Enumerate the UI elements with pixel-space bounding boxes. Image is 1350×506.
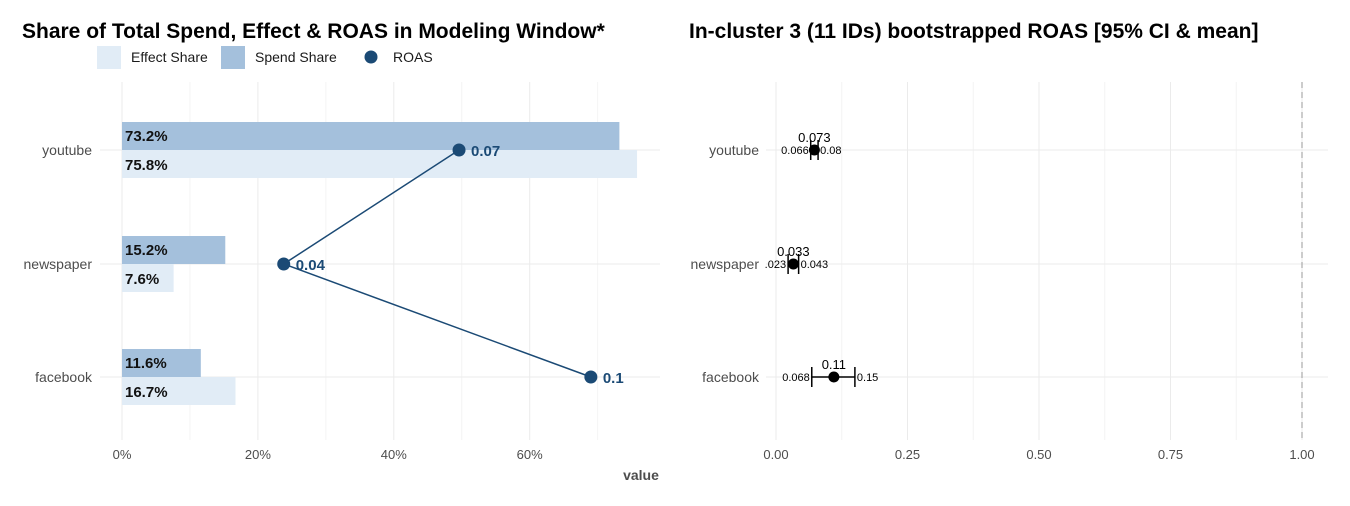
right-category-label: newspaper — [691, 256, 760, 272]
ci-low-label: 0.066 — [781, 145, 809, 157]
ci-high-label: 0.043 — [801, 259, 829, 271]
spend-share-bar — [122, 236, 226, 264]
spend-share-label: 11.6% — [125, 355, 167, 372]
legend-label: Spend Share — [255, 49, 337, 65]
right-x-tick-label: 0.50 — [1026, 447, 1051, 462]
left-x-tick-label: 40% — [381, 447, 407, 462]
left-category-label: youtube — [42, 142, 92, 158]
roas-label: 0.04 — [296, 257, 326, 274]
roas-label: 0.07 — [471, 143, 500, 160]
spend-share-label: 15.2% — [125, 242, 168, 259]
effect-share-bar — [122, 377, 236, 405]
left-x-tick-label: 60% — [517, 447, 543, 462]
mean-point — [808, 144, 820, 156]
right-x-tick-label: 0.75 — [1158, 447, 1183, 462]
legend-label: ROAS — [393, 49, 433, 65]
effect-share-bar — [122, 150, 638, 178]
left-category-label: newspaper — [24, 256, 93, 272]
mean-label: 0.073 — [798, 130, 831, 145]
effect-share-label: 75.8% — [125, 157, 168, 174]
left-x-tick-label: 20% — [245, 447, 271, 462]
left-category-label: facebook — [35, 369, 93, 385]
ci-low-label: .023 — [765, 259, 786, 271]
right-x-tick-label: 0.25 — [895, 447, 920, 462]
mean-point — [828, 371, 840, 383]
spend-share-bar — [122, 122, 620, 150]
roas-label: 0.1 — [603, 370, 624, 387]
mean-label: 0.11 — [822, 357, 846, 372]
spend-share-bar — [122, 349, 201, 377]
legend-label: Effect Share — [131, 49, 208, 65]
right-chart-title: In-cluster 3 (11 IDs) bootstrapped ROAS … — [689, 20, 1258, 43]
roas-point — [584, 370, 598, 384]
effect-share-label: 7.6% — [125, 271, 159, 288]
roas-point — [277, 257, 291, 271]
legend-swatch — [221, 46, 245, 69]
effect-share-label: 16.7% — [125, 384, 168, 401]
left-x-axis-title: value — [623, 467, 659, 483]
mean-point — [787, 258, 799, 270]
right-x-tick-label: 1.00 — [1289, 447, 1314, 462]
effect-share-bar — [122, 264, 174, 292]
legend-roas-key — [364, 50, 378, 64]
right-category-label: facebook — [702, 369, 760, 385]
ci-high-label: 0.15 — [857, 372, 878, 384]
legend-swatch — [97, 46, 121, 69]
right-x-tick-label: 0.00 — [763, 447, 788, 462]
legend: Effect Share Spend Share ROAS — [97, 46, 433, 69]
roas-point — [452, 143, 466, 157]
ci-low-label: 0.068 — [782, 372, 810, 384]
right-category-label: youtube — [709, 142, 759, 158]
spend-share-label: 73.2% — [125, 128, 168, 145]
ci-high-label: 0.08 — [820, 145, 841, 157]
left-chart-title: Share of Total Spend, Effect & ROAS in M… — [22, 20, 606, 43]
left-x-tick-label: 0% — [113, 447, 132, 462]
mean-label: 0.033 — [777, 244, 810, 259]
